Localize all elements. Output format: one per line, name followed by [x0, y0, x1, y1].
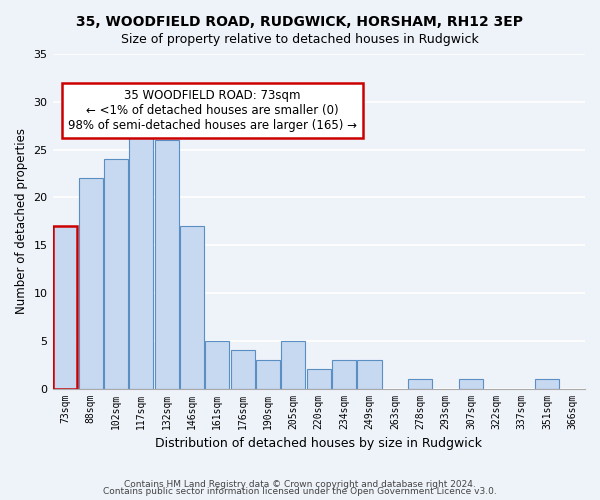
- Bar: [205, 341, 229, 388]
- Bar: [332, 360, 356, 388]
- Bar: [79, 178, 103, 388]
- Bar: [180, 226, 204, 388]
- Text: Contains public sector information licensed under the Open Government Licence v3: Contains public sector information licen…: [103, 487, 497, 496]
- Text: Contains HM Land Registry data © Crown copyright and database right 2024.: Contains HM Land Registry data © Crown c…: [124, 480, 476, 489]
- Bar: [129, 130, 154, 388]
- Bar: [307, 370, 331, 388]
- Text: Size of property relative to detached houses in Rudgwick: Size of property relative to detached ho…: [121, 32, 479, 46]
- Text: 35, WOODFIELD ROAD, RUDGWICK, HORSHAM, RH12 3EP: 35, WOODFIELD ROAD, RUDGWICK, HORSHAM, R…: [77, 15, 523, 29]
- Bar: [256, 360, 280, 388]
- Bar: [155, 140, 179, 388]
- Bar: [358, 360, 382, 388]
- Bar: [535, 379, 559, 388]
- Y-axis label: Number of detached properties: Number of detached properties: [15, 128, 28, 314]
- Text: 35 WOODFIELD ROAD: 73sqm
← <1% of detached houses are smaller (0)
98% of semi-de: 35 WOODFIELD ROAD: 73sqm ← <1% of detach…: [68, 90, 357, 132]
- Bar: [230, 350, 255, 389]
- Bar: [459, 379, 483, 388]
- X-axis label: Distribution of detached houses by size in Rudgwick: Distribution of detached houses by size …: [155, 437, 482, 450]
- Bar: [408, 379, 432, 388]
- Bar: [53, 226, 77, 388]
- Bar: [104, 159, 128, 388]
- Bar: [281, 341, 305, 388]
